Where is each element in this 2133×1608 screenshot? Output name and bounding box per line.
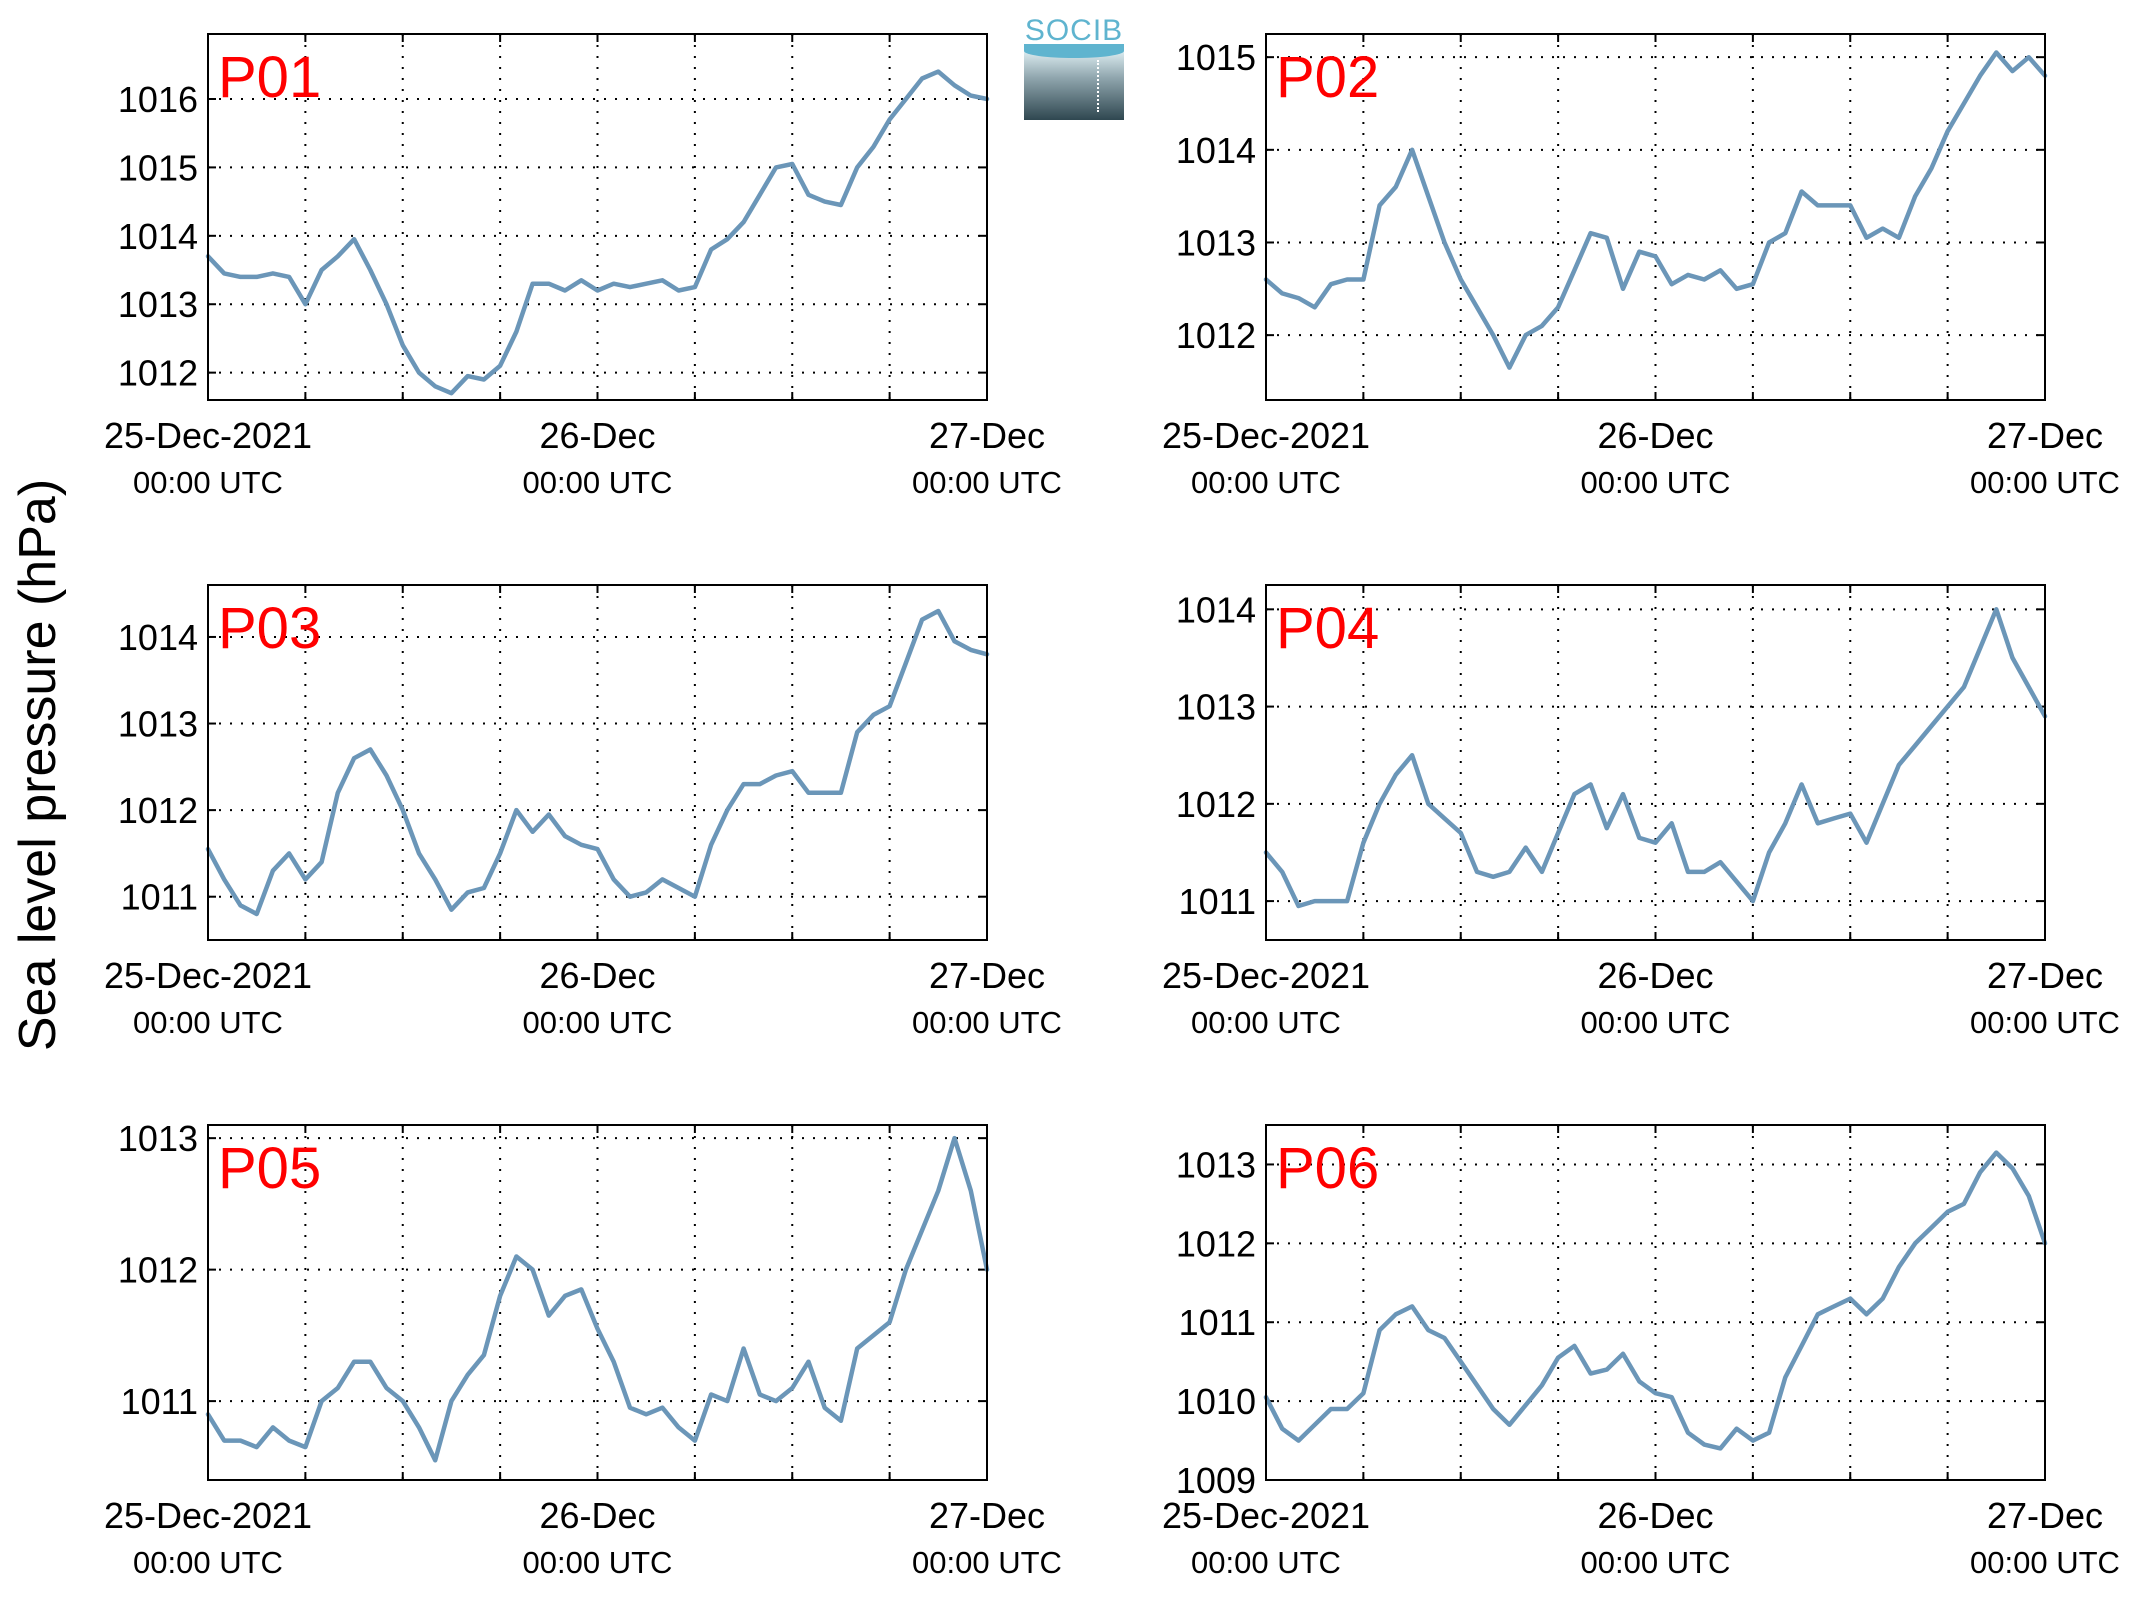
x-tick-label-date: 25-Dec-2021 (1162, 415, 1370, 456)
x-tick-label-date: 26-Dec (539, 415, 655, 456)
y-tick-label: 1014 (118, 617, 198, 658)
panel-p02: 1012 1013 1014 1015 25-Dec-2021 00:00 UTC 26-D… (1162, 33, 2120, 500)
x-tick-label-time: 00:00 UTC (1191, 1005, 1341, 1040)
axes-frame (1265, 584, 2046, 941)
panel-label: P01 (218, 45, 321, 110)
x-tick-label-time: 00:00 UTC (1970, 465, 2120, 500)
x-tick-label-time: 00:00 UTC (133, 1545, 283, 1580)
x-tick-label-date: 25-Dec-2021 (104, 1495, 312, 1536)
x-tick-label-time: 00:00 UTC (523, 1545, 673, 1580)
x-tick-label-date: 25-Dec-2021 (104, 415, 312, 456)
x-tick-label-date: 27-Dec (929, 955, 1045, 996)
x-tick-label-date: 27-Dec (929, 415, 1045, 456)
y-tick-label: 1012 (1176, 315, 1256, 356)
x-tick-label-date: 27-Dec (1987, 955, 2103, 996)
series-line (1263, 50, 2048, 370)
series-line (205, 1135, 990, 1463)
x-tick-label-date: 25-Dec-2021 (1162, 955, 1370, 996)
x-tick-label-time: 00:00 UTC (1191, 1545, 1341, 1580)
x-tick-label-time: 00:00 UTC (1970, 1005, 2120, 1040)
socib-logo: SOCIB (1024, 14, 1124, 121)
y-tick-label: 1016 (118, 79, 198, 120)
x-tick-label-date: 27-Dec (1987, 415, 2103, 456)
y-tick-label: 1012 (1176, 784, 1256, 825)
y-tick-label: 1015 (1176, 37, 1256, 78)
y-tick-label: 1013 (118, 704, 198, 745)
x-tick-label-time: 00:00 UTC (1581, 1005, 1731, 1040)
panel-p06: 1009 1010 1011 1012 1013 25-Dec-2021 00:00 UTC… (1162, 1124, 2120, 1580)
x-tick-label-time: 00:00 UTC (912, 465, 1062, 500)
axes-frame (1265, 33, 2046, 401)
x-tick-label-time: 00:00 UTC (1970, 1545, 2120, 1580)
x-tick-label-time: 00:00 UTC (523, 1005, 673, 1040)
y-tick-label: 1013 (1176, 222, 1256, 263)
x-tick-label-time: 00:00 UTC (912, 1005, 1062, 1040)
series-line (1263, 1150, 2048, 1451)
panel-p03: 1011 1012 1013 1014 25-Dec-2021 00:00 UTC 26-D… (104, 584, 1062, 1040)
y-tick-label: 1011 (1179, 1302, 1256, 1343)
panel-p01: 1012 1013 1014 1015 1016 25-Dec-2021 00:00 UTC… (104, 33, 1062, 500)
x-tick-label-time: 00:00 UTC (133, 1005, 283, 1040)
y-tick-label: 1015 (118, 147, 198, 188)
y-axis-label: Sea level pressure (hPa) (9, 479, 67, 1051)
y-tick-label: 1014 (118, 216, 198, 257)
y-tick-label: 1012 (118, 790, 198, 831)
logo-wave (1024, 44, 1124, 58)
y-tick-label: 1014 (1176, 130, 1256, 171)
y-tick-label: 1013 (118, 284, 198, 325)
plot-area (208, 34, 987, 400)
panel-label: P02 (1276, 45, 1379, 110)
x-tick-label-time: 00:00 UTC (1581, 465, 1731, 500)
series-line (205, 608, 990, 917)
axes-frame (1265, 1124, 2046, 1481)
x-tick-label-date: 27-Dec (1987, 1495, 2103, 1536)
series-line (205, 69, 990, 396)
x-tick-label-time: 00:00 UTC (523, 465, 673, 500)
panel-label: P03 (218, 596, 321, 661)
y-tick-label: 1013 (1176, 687, 1256, 728)
x-tick-label-date: 26-Dec (1597, 415, 1713, 456)
plot-area (1266, 34, 2045, 400)
logo-text: SOCIB (1024, 14, 1124, 47)
y-tick-label: 1011 (121, 877, 198, 918)
panel-label: P05 (218, 1136, 321, 1201)
axes-frame (207, 1124, 988, 1481)
y-tick-label: 1009 (1176, 1460, 1256, 1501)
y-tick-label: 1013 (1176, 1144, 1256, 1185)
y-tick-label: 1012 (118, 353, 198, 394)
x-tick-label-date: 27-Dec (929, 1495, 1045, 1536)
axes-frame (207, 584, 988, 941)
x-tick-label-time: 00:00 UTC (133, 465, 283, 500)
x-tick-label-date: 25-Dec-2021 (104, 955, 312, 996)
x-tick-label-time: 00:00 UTC (1191, 465, 1341, 500)
panel-p05: 1011 1012 1013 25-Dec-2021 00:00 UTC 26-Dec 00… (104, 1118, 1062, 1580)
y-tick-label: 1013 (118, 1118, 198, 1159)
axes-frame (207, 33, 988, 401)
x-tick-label-date: 26-Dec (1597, 1495, 1713, 1536)
panel-label: P04 (1276, 596, 1379, 661)
y-tick-label: 1010 (1176, 1381, 1256, 1422)
x-tick-label-date: 26-Dec (539, 1495, 655, 1536)
y-tick-label: 1011 (121, 1381, 198, 1422)
y-tick-label: 1014 (1176, 589, 1256, 630)
panel-label: P06 (1276, 1136, 1379, 1201)
logo-block (1024, 50, 1124, 120)
x-tick-label-date: 26-Dec (1597, 955, 1713, 996)
x-tick-label-time: 00:00 UTC (1581, 1545, 1731, 1580)
x-tick-label-date: 26-Dec (539, 955, 655, 996)
series-line (1263, 607, 2048, 909)
y-tick-label: 1011 (1179, 881, 1256, 922)
x-tick-label-date: 25-Dec-2021 (1162, 1495, 1370, 1536)
y-tick-label: 1012 (118, 1250, 198, 1291)
x-tick-label-time: 00:00 UTC (912, 1545, 1062, 1580)
logo-dots (1097, 60, 1099, 112)
y-tick-label: 1012 (1176, 1223, 1256, 1264)
panel-p04: 1011 1012 1013 1014 25-Dec-2021 00:00 UTC 26-D… (1162, 584, 2120, 1040)
